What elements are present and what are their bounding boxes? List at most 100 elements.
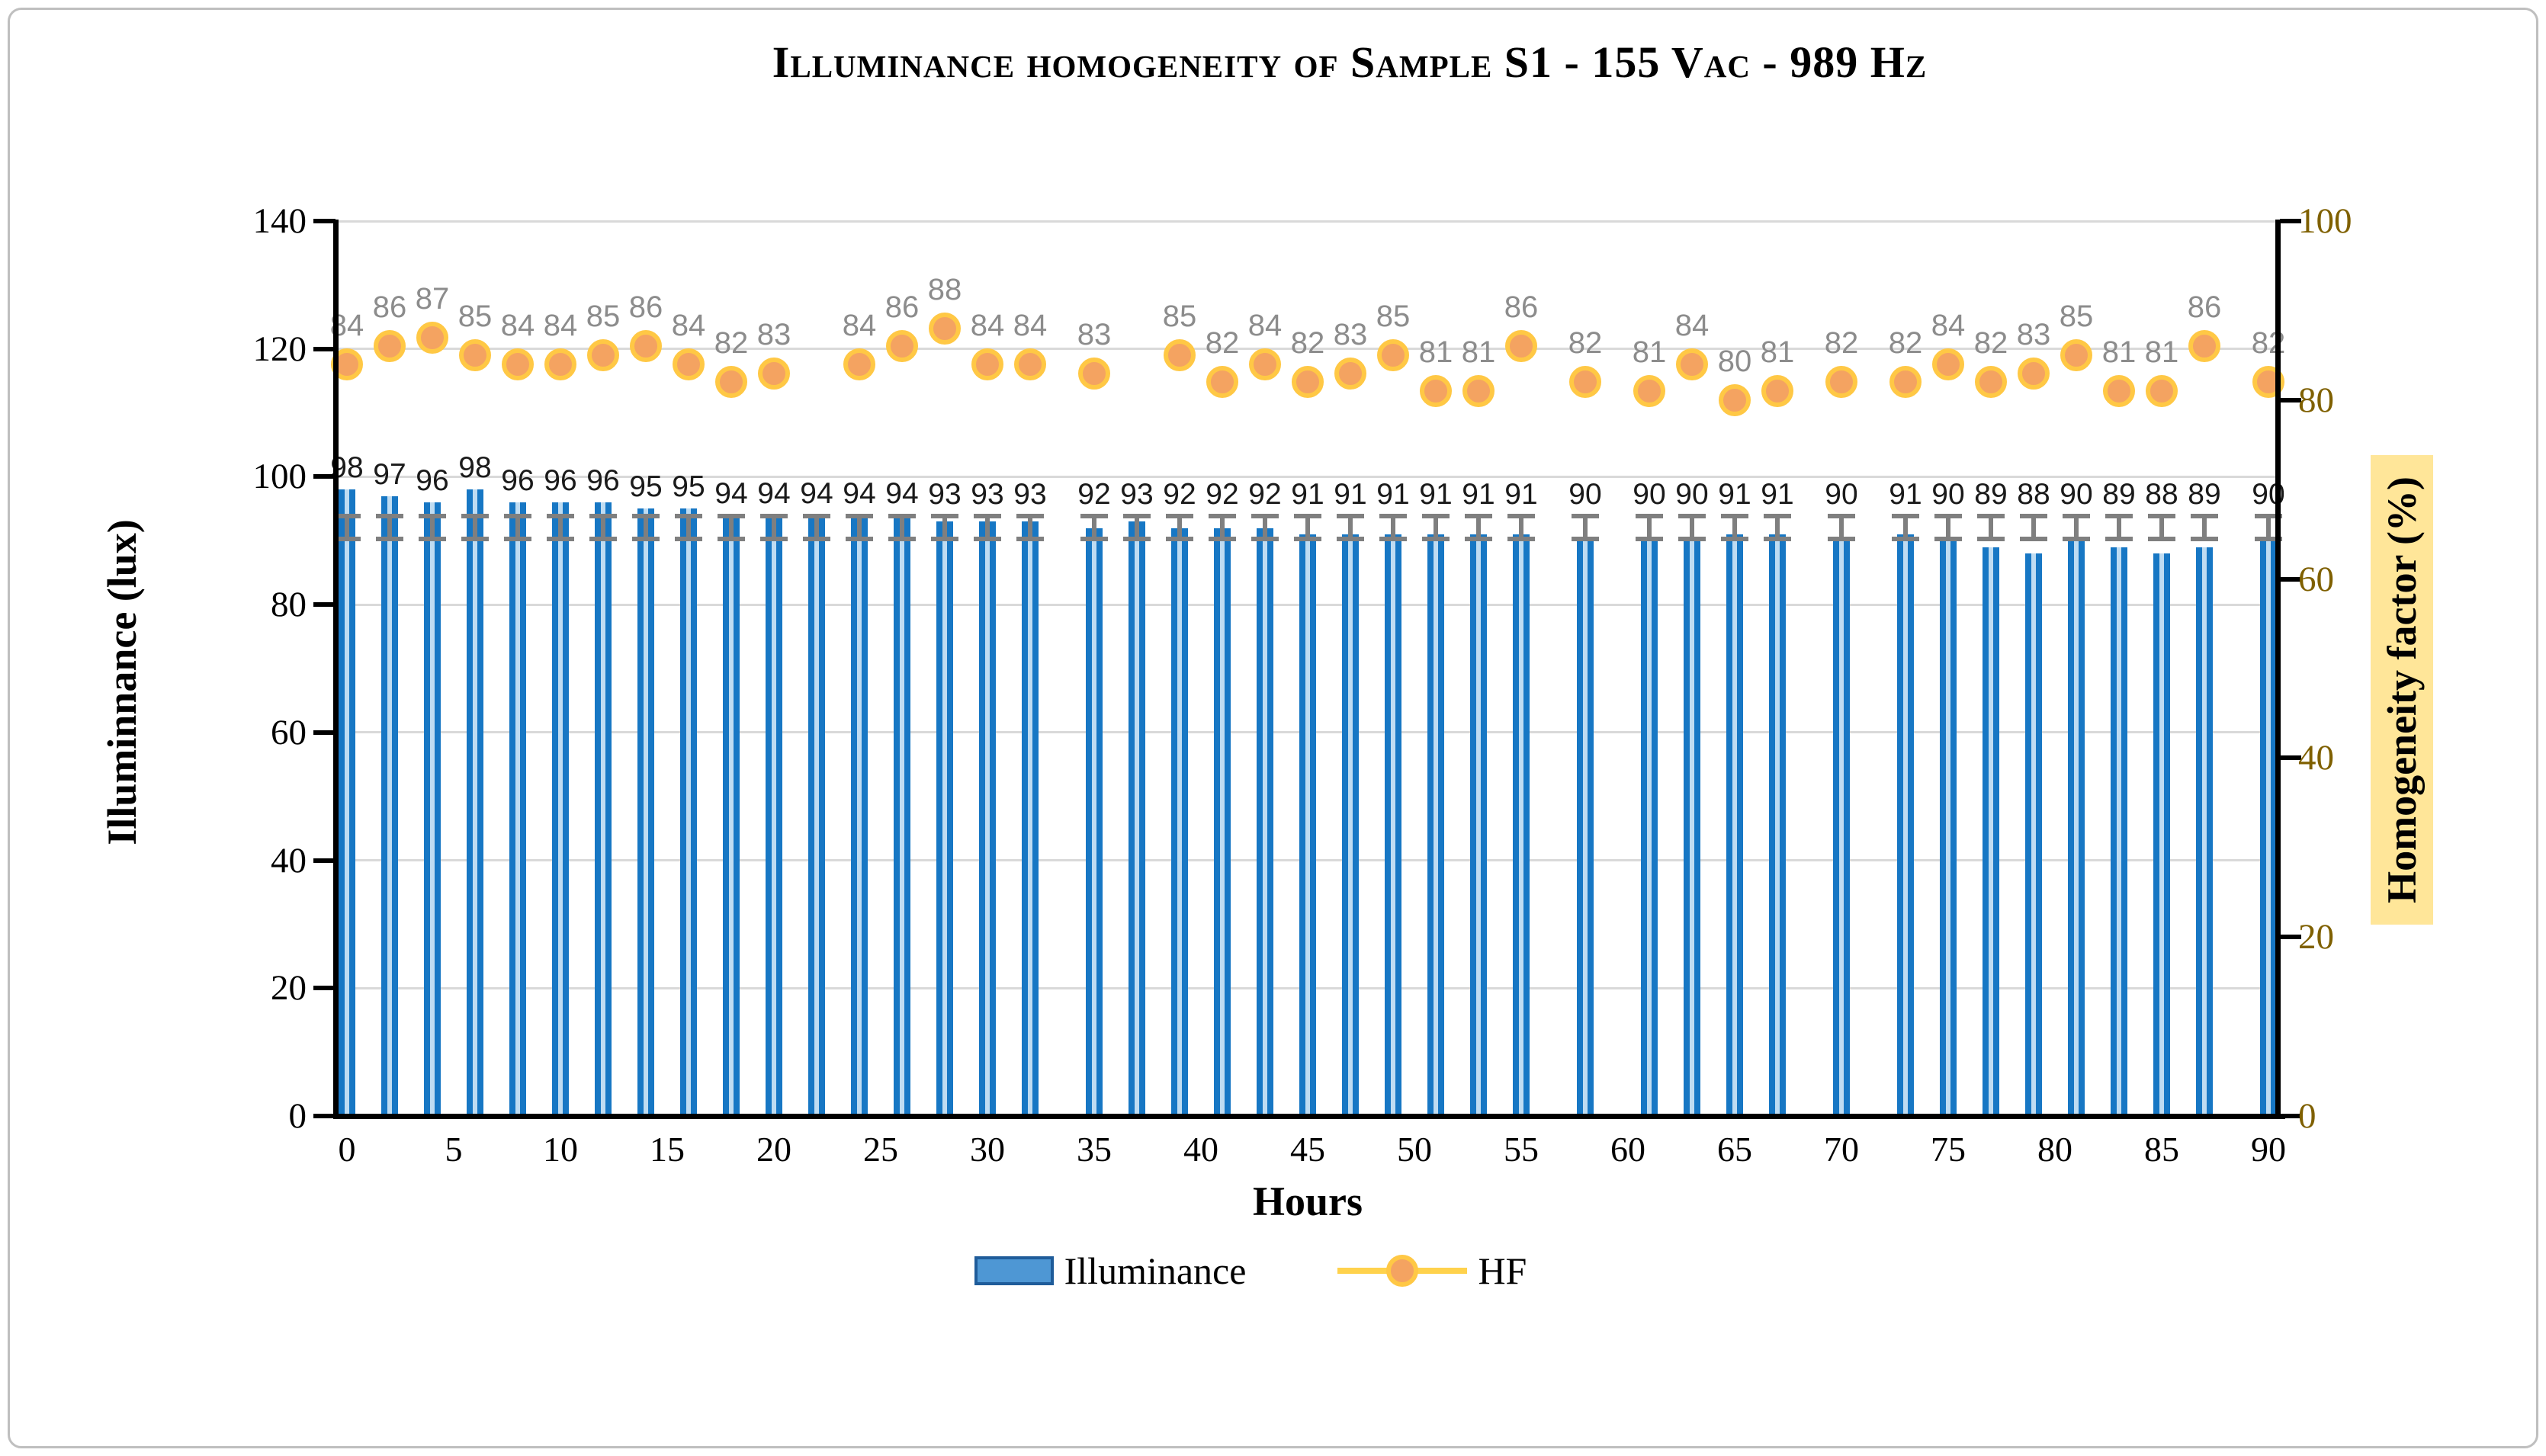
left-axis-tick-label: 60 (271, 712, 307, 752)
illuminance-value-label: 93 (971, 478, 1004, 512)
error-bar-stem (814, 516, 819, 539)
error-bar-bottom-cap (1828, 536, 1855, 541)
illuminance-bar (1833, 540, 1850, 1114)
hf-point (374, 330, 406, 363)
error-bar-bottom-cap (1251, 536, 1279, 541)
x-axis-tick-label: 10 (543, 1130, 578, 1169)
hf-point (1975, 366, 2007, 399)
illuminance-value-label: 91 (1889, 478, 1922, 512)
left-axis-tick (313, 1114, 336, 1118)
illuminance-value-label: 91 (1334, 478, 1367, 512)
error-bar-stem (1989, 516, 1993, 539)
error-bar-bottom-cap (1977, 536, 2005, 541)
illuminance-bar (339, 489, 355, 1114)
hf-value-label: 85 (586, 300, 621, 334)
x-axis-tick-label: 50 (1397, 1130, 1432, 1169)
error-bar-stem (2266, 516, 2271, 539)
illuminance-value-label: 96 (544, 463, 577, 497)
hf-value-label: 86 (885, 290, 920, 325)
hf-value-label: 83 (1333, 317, 1368, 351)
illuminance-bar (766, 515, 782, 1114)
hf-value-label: 82 (714, 326, 749, 361)
hf-point (1420, 375, 1452, 408)
error-bar-stem (1391, 516, 1395, 539)
hf-value-label: 88 (927, 272, 962, 306)
error-bar-bottom-cap (718, 536, 745, 541)
illuminance-value-label: 90 (1633, 478, 1666, 512)
hf-point (1633, 375, 1665, 408)
error-bar-stem (1903, 516, 1908, 539)
error-bar-bottom-cap (1721, 536, 1748, 541)
x-axis-tick-label: 40 (1183, 1130, 1218, 1169)
error-bar-bottom-cap (803, 536, 830, 541)
error-bar-stem (2159, 516, 2164, 539)
hf-point (459, 339, 491, 372)
hf-point (1377, 339, 1409, 372)
left-axis-tick-label: 0 (288, 1096, 307, 1136)
illuminance-bar (936, 521, 953, 1114)
illuminance-bar (2196, 547, 2213, 1114)
illuminance-value-label: 95 (672, 470, 705, 504)
left-axis-tick-label: 20 (271, 968, 307, 1009)
error-bar-stem (1177, 516, 1182, 539)
illuminance-value-label: 90 (1825, 478, 1858, 512)
error-bar-bottom-cap (1166, 536, 1193, 541)
error-bar-stem (2202, 516, 2207, 539)
error-bar-bottom-cap (504, 536, 531, 541)
illuminance-value-label: 90 (1675, 478, 1709, 512)
error-bar-bottom-cap (461, 536, 489, 541)
illuminance-bar (1214, 528, 1231, 1114)
right-axis-tick-label: 60 (2298, 559, 2334, 599)
illuminance-swatch-icon (974, 1256, 1054, 1285)
error-bar-bottom-cap (2148, 536, 2175, 541)
hf-value-label: 84 (1013, 308, 1048, 342)
illuminance-bar (1769, 534, 1786, 1114)
error-bar-bottom-cap (1379, 536, 1407, 541)
illuminance-bar (595, 502, 612, 1114)
illuminance-bar (381, 495, 398, 1114)
illuminance-bar (1086, 528, 1103, 1114)
bottom-axis-line (333, 1114, 2285, 1119)
x-axis-tick-label: 35 (1077, 1130, 1112, 1169)
illuminance-value-label: 98 (458, 451, 492, 485)
error-bar-bottom-cap (1678, 536, 1706, 541)
legend-item-illuminance: Illuminance (974, 1249, 1246, 1293)
illuminance-bar (1897, 534, 1914, 1114)
illuminance-bar (424, 502, 441, 1114)
hf-value-label: 84 (1674, 308, 1710, 342)
hf-point (2188, 330, 2220, 363)
illuminance-value-label: 91 (1761, 478, 1794, 512)
illuminance-value-label: 92 (1077, 478, 1111, 512)
illuminance-value-label: 90 (2252, 478, 2285, 512)
hf-value-label: 81 (1632, 335, 1667, 370)
legend: Illuminance HF (336, 1249, 2166, 1293)
error-bar-stem (1775, 516, 1780, 539)
error-bar-stem (1476, 516, 1481, 539)
chart-title: Illuminance homogeneity of Sample S1 - 1… (772, 37, 1928, 87)
illuminance-value-label: 91 (1462, 478, 1495, 512)
illuminance-bar (979, 521, 996, 1114)
error-bar-bottom-cap (589, 536, 617, 541)
left-axis-line (333, 220, 339, 1119)
illuminance-bar (2068, 540, 2085, 1114)
illuminance-value-label: 94 (714, 476, 748, 510)
hf-point (544, 348, 576, 380)
error-bar-bottom-cap (1892, 536, 1919, 541)
illuminance-bar (2260, 540, 2277, 1114)
illuminance-value-label: 92 (1163, 478, 1196, 512)
illuminance-value-label: 94 (843, 476, 876, 510)
x-axis-tick-label: 25 (863, 1130, 898, 1169)
hf-value-label: 84 (543, 308, 578, 342)
left-axis-tick-label: 40 (271, 840, 307, 880)
hf-value-label: 86 (628, 290, 663, 325)
error-bar-bottom-cap (1465, 536, 1492, 541)
hf-value-label: 82 (1973, 326, 2008, 361)
error-bar-stem (558, 516, 563, 539)
right-axis-tick (2280, 935, 2301, 940)
hf-point (673, 348, 705, 380)
error-bar-bottom-cap (1337, 536, 1364, 541)
error-bar-stem (2117, 516, 2121, 539)
error-bar-stem (1839, 516, 1844, 539)
illuminance-bar (467, 489, 483, 1114)
